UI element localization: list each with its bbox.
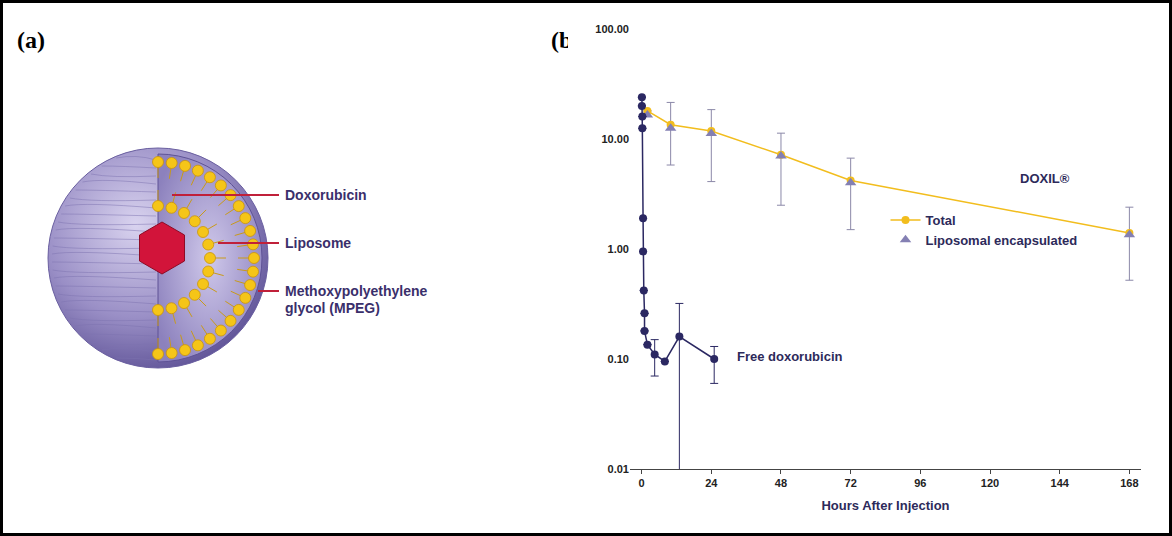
html-text:(a): (a) xyxy=(17,27,45,53)
svg-text:120: 120 xyxy=(981,477,999,489)
svg-text:144: 144 xyxy=(1051,477,1070,489)
svg-text:Liposomal encapsulated: Liposomal encapsulated xyxy=(926,233,1078,248)
svg-text:0.01: 0.01 xyxy=(608,463,629,475)
svg-text:Free doxorubicin: Free doxorubicin xyxy=(737,349,843,364)
svg-text:Hours After Injection: Hours After Injection xyxy=(821,498,949,513)
html-text:(b): (b) xyxy=(551,27,581,53)
svg-text:100.00: 100.00 xyxy=(595,23,629,35)
svg-text:1.00: 1.00 xyxy=(608,243,629,255)
svg-text:168: 168 xyxy=(1120,477,1138,489)
svg-text:Liposome: Liposome xyxy=(285,235,351,251)
svg-text:0: 0 xyxy=(639,477,645,489)
svg-text:Total: Total xyxy=(926,213,956,228)
svg-text:48: 48 xyxy=(775,477,787,489)
svg-text:72: 72 xyxy=(845,477,857,489)
svg-text:24: 24 xyxy=(705,477,718,489)
svg-text:10.00: 10.00 xyxy=(601,133,629,145)
svg-text:96: 96 xyxy=(914,477,926,489)
svg-text:0.10: 0.10 xyxy=(608,353,629,365)
svg-text:Methoxypolyethyleneglycol (MPE: Methoxypolyethyleneglycol (MPEG) xyxy=(285,283,428,316)
svg-text:DOXIL®: DOXIL® xyxy=(1020,171,1070,186)
svg-text:Doxorubicin: Doxorubicin xyxy=(285,187,367,203)
